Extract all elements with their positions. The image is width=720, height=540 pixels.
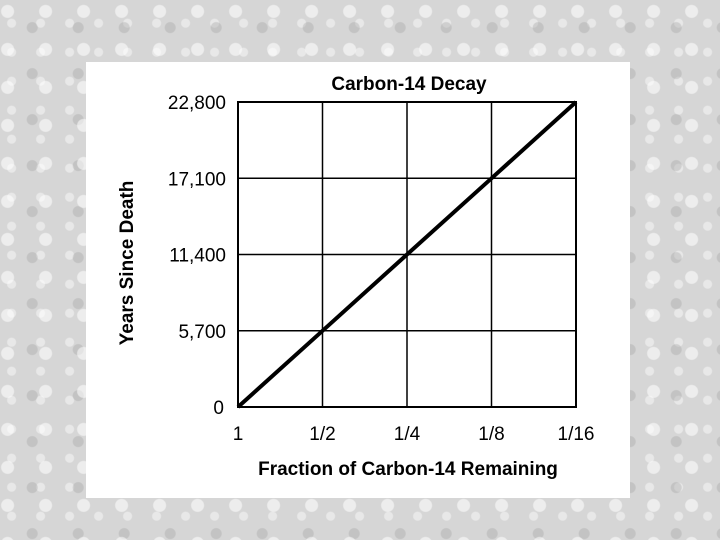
y-tick-label: 0: [213, 398, 224, 419]
decay-series-line: [236, 100, 578, 409]
y-tick-label: 5,700: [178, 322, 226, 343]
chart-title: Carbon-14 Decay: [331, 74, 487, 95]
x-tick-label: 1/8: [478, 424, 504, 445]
carbon-decay-chart: Carbon-14 Decay 0 5,700 11,400 17,100 22,800…: [117, 74, 595, 480]
y-tick-label: 11,400: [169, 246, 226, 267]
x-axis-label: Fraction of Carbon-14 Remaining: [258, 459, 558, 480]
y-axis-label: Years Since Death: [117, 181, 138, 346]
y-tick-label: 17,100: [168, 169, 226, 190]
x-tick-label: 1/16: [558, 424, 595, 445]
x-axis-ticks: 1 1/2 1/4 1/8 1/16: [233, 424, 595, 445]
y-axis-ticks: 0 5,700 11,400 17,100 22,800: [168, 93, 226, 419]
x-tick-label: 1/2: [309, 424, 335, 445]
x-tick-label: 1/4: [394, 424, 421, 445]
x-tick-label: 1: [233, 424, 244, 445]
y-tick-label: 22,800: [168, 93, 226, 114]
plot-frame: [237, 101, 577, 408]
chart-panel: Carbon-14 Decay 0 5,700 11,400 17,100 22,800…: [86, 62, 630, 498]
